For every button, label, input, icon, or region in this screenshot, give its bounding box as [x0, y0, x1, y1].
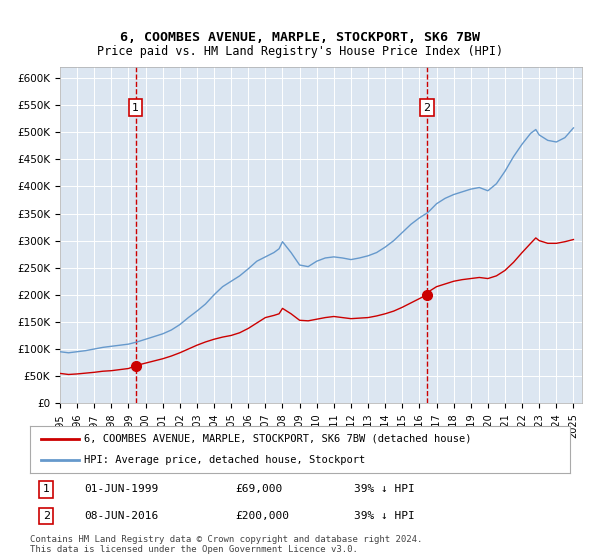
Text: 1: 1: [132, 102, 139, 113]
Text: 2: 2: [43, 511, 50, 521]
Text: 01-JUN-1999: 01-JUN-1999: [84, 484, 158, 494]
Text: 1: 1: [43, 484, 50, 494]
Text: 2: 2: [424, 102, 431, 113]
Text: HPI: Average price, detached house, Stockport: HPI: Average price, detached house, Stoc…: [84, 455, 365, 465]
Text: Price paid vs. HM Land Registry's House Price Index (HPI): Price paid vs. HM Land Registry's House …: [97, 45, 503, 58]
Text: Contains HM Land Registry data © Crown copyright and database right 2024.
This d: Contains HM Land Registry data © Crown c…: [30, 535, 422, 554]
Text: £200,000: £200,000: [235, 511, 289, 521]
Text: 6, COOMBES AVENUE, MARPLE, STOCKPORT, SK6 7BW: 6, COOMBES AVENUE, MARPLE, STOCKPORT, SK…: [120, 31, 480, 44]
Text: £69,000: £69,000: [235, 484, 283, 494]
Text: 39% ↓ HPI: 39% ↓ HPI: [354, 511, 415, 521]
Text: 6, COOMBES AVENUE, MARPLE, STOCKPORT, SK6 7BW (detached house): 6, COOMBES AVENUE, MARPLE, STOCKPORT, SK…: [84, 434, 472, 444]
Text: 39% ↓ HPI: 39% ↓ HPI: [354, 484, 415, 494]
Text: 08-JUN-2016: 08-JUN-2016: [84, 511, 158, 521]
